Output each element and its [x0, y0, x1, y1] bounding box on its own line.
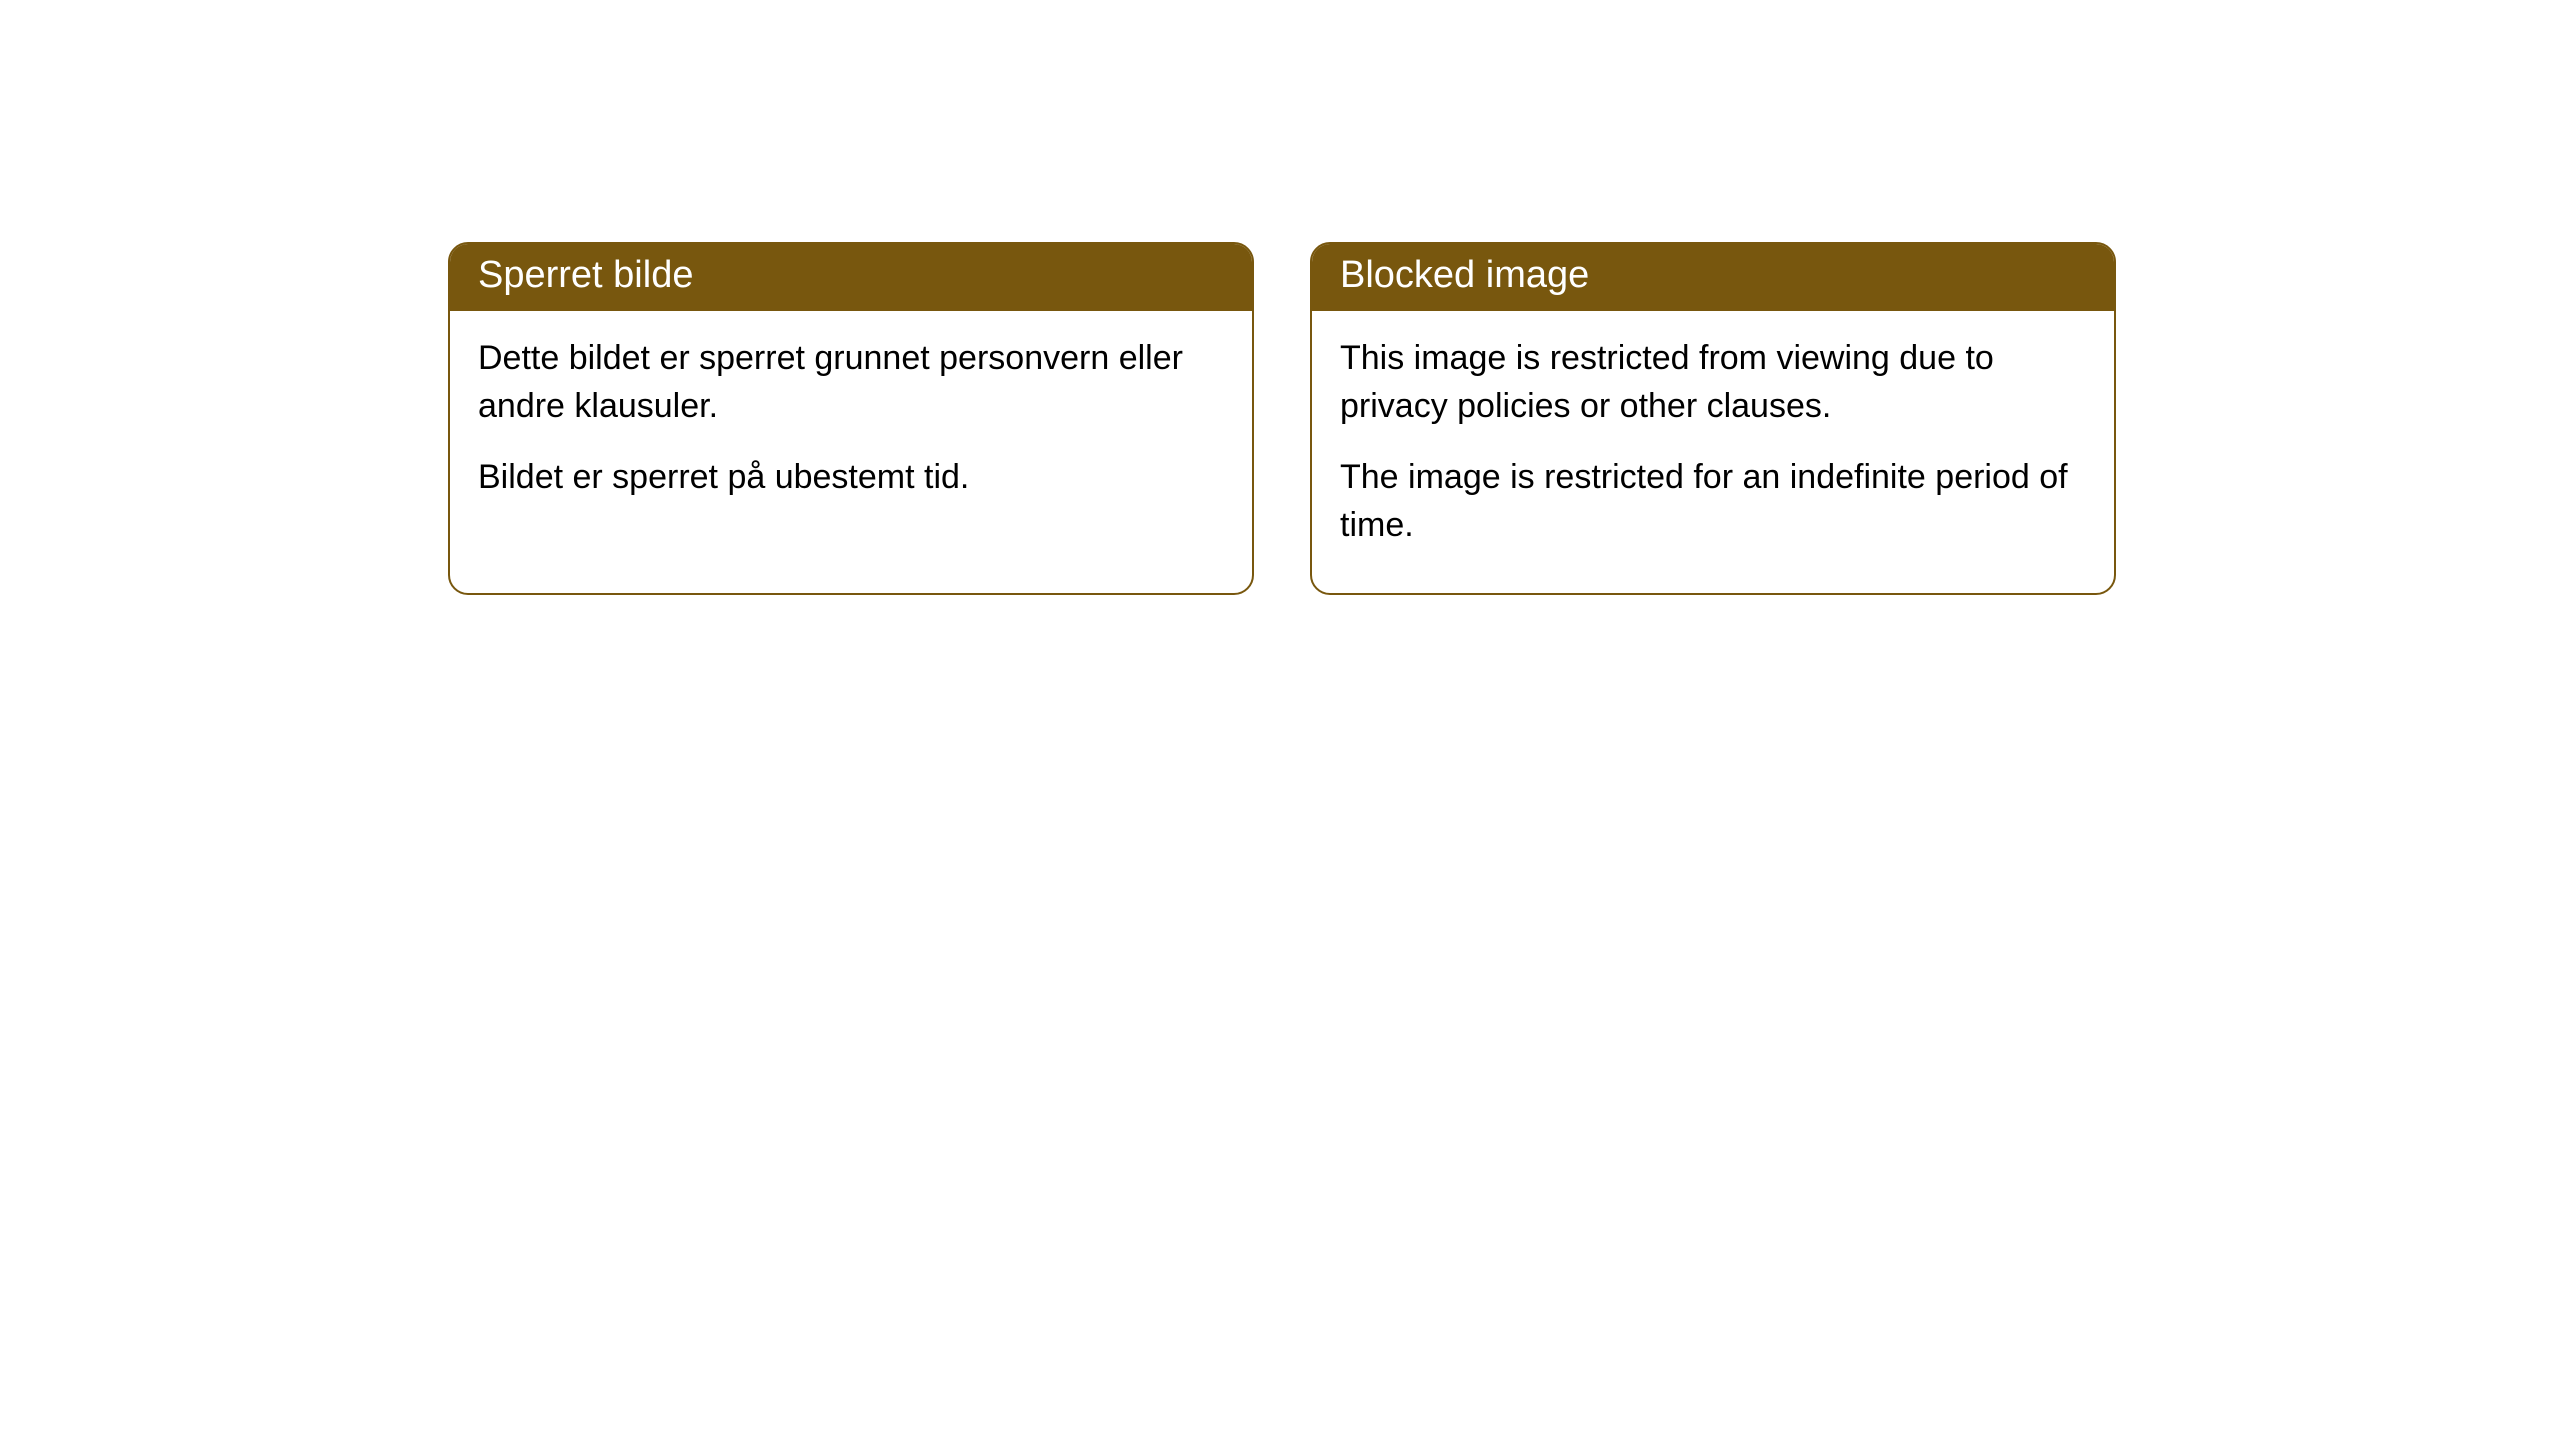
- blocked-image-card-english: Blocked image This image is restricted f…: [1310, 242, 2116, 595]
- card-body: Dette bildet er sperret grunnet personve…: [450, 311, 1252, 546]
- card-paragraph: Dette bildet er sperret grunnet personve…: [478, 335, 1224, 430]
- cards-container: Sperret bilde Dette bildet er sperret gr…: [0, 0, 2560, 595]
- card-paragraph: The image is restricted for an indefinit…: [1340, 454, 2086, 549]
- blocked-image-card-norwegian: Sperret bilde Dette bildet er sperret gr…: [448, 242, 1254, 595]
- card-body: This image is restricted from viewing du…: [1312, 311, 2114, 593]
- card-paragraph: Bildet er sperret på ubestemt tid.: [478, 454, 1224, 502]
- card-header: Blocked image: [1312, 244, 2114, 311]
- card-header: Sperret bilde: [450, 244, 1252, 311]
- card-paragraph: This image is restricted from viewing du…: [1340, 335, 2086, 430]
